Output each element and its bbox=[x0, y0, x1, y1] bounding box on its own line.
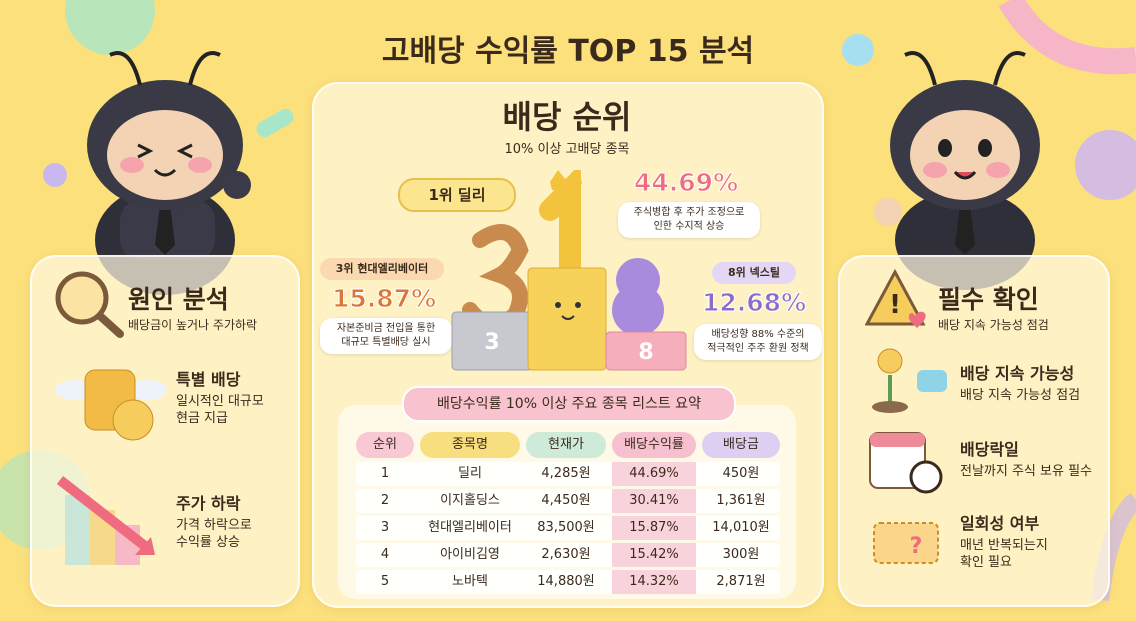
note-line: 주식병합 후 주가 조정으로 bbox=[633, 207, 745, 218]
calendar-icon bbox=[869, 432, 943, 494]
table-row bbox=[356, 543, 780, 567]
table-cell: 15.87% bbox=[612, 516, 696, 540]
table-row bbox=[356, 489, 780, 513]
table-header: 순위 bbox=[356, 432, 414, 458]
table-cell: 4,450원 bbox=[541, 493, 591, 508]
table-row bbox=[356, 516, 780, 540]
podium-number: 8 bbox=[638, 340, 654, 365]
table-header: 배당수익률 bbox=[612, 432, 696, 458]
table-cell: 1,361원 bbox=[716, 493, 766, 508]
table-cell: 5 bbox=[380, 574, 390, 589]
item-title: 일회성 여부 bbox=[960, 514, 1040, 533]
table-cell: 2,630원 bbox=[541, 547, 591, 562]
table-cell: 노바텍 bbox=[452, 574, 488, 589]
page-title: 고배당 수익률 TOP 15 분석 bbox=[381, 34, 755, 69]
table-cell: 3 bbox=[380, 520, 390, 535]
item-text: 수익률 상승 bbox=[176, 535, 240, 550]
table-cell: 딜리 bbox=[458, 466, 482, 481]
podium bbox=[451, 170, 687, 371]
rank-label: 8위 넥스틸 bbox=[712, 262, 796, 284]
section-heading: 배당 순위 bbox=[502, 98, 632, 136]
chart-down-icon bbox=[56, 476, 155, 565]
note-line: 배당성향 88% 수준의 bbox=[711, 329, 805, 340]
rank-label: 1위 딜리 bbox=[398, 178, 516, 212]
table-header: 배당금 bbox=[702, 432, 780, 458]
table-cell: 14.32% bbox=[612, 570, 696, 594]
ticket-icon: ? bbox=[873, 522, 939, 564]
item-text: 현금 지급 bbox=[176, 411, 228, 426]
table-cell: 4 bbox=[380, 547, 390, 562]
table-cell: 300원 bbox=[722, 547, 760, 562]
note-line: 자본준비금 전입을 통한 bbox=[336, 323, 436, 334]
table-cell: 14,010원 bbox=[712, 520, 770, 535]
panel-subtitle: 배당금이 높거나 주가하락 bbox=[128, 318, 258, 332]
table-header: 종목명 bbox=[420, 432, 520, 458]
table-cell: 44.69% bbox=[612, 462, 696, 486]
item-title: 배당 지속 가능성 bbox=[960, 364, 1075, 383]
warning-icon: ! bbox=[865, 268, 926, 328]
table-cell: 1 bbox=[380, 466, 390, 481]
svg-text:?: ? bbox=[910, 534, 923, 559]
table-row bbox=[356, 570, 780, 594]
table-cell: 15.42% bbox=[612, 543, 696, 567]
panel-heading: 필수 확인 bbox=[938, 285, 1039, 314]
panel-heading: 원인 분석 bbox=[128, 285, 229, 314]
item-title: 특별 배당 bbox=[176, 370, 241, 389]
table-cell: 450원 bbox=[722, 466, 760, 481]
podium-number: 3 bbox=[484, 330, 500, 355]
table-header: 현재가 bbox=[526, 432, 606, 458]
item-text: 가격 하락으로 bbox=[176, 518, 252, 533]
item-text: 매년 반복되는지 bbox=[960, 538, 1048, 553]
item-title: 주가 하락 bbox=[176, 494, 241, 513]
table-cell: 현대엘리베이터 bbox=[428, 520, 512, 535]
panel-subtitle: 배당 지속 가능성 점검 bbox=[938, 318, 1049, 332]
table-cell: 14,880원 bbox=[537, 574, 595, 589]
table-cell: 4,285원 bbox=[541, 466, 591, 481]
table-cell: 83,500원 bbox=[537, 520, 595, 535]
item-title: 배당락일 bbox=[960, 440, 1019, 459]
section-subtitle: 10% 이상 고배당 종목 bbox=[504, 142, 630, 157]
table-cell: 2 bbox=[380, 493, 390, 508]
item-text: 배당 지속 가능성 점검 bbox=[960, 388, 1081, 403]
note-line: 인한 수지적 상승 bbox=[653, 221, 725, 232]
table-cell: 2,871원 bbox=[716, 574, 766, 589]
magnifier-icon bbox=[55, 271, 124, 338]
rank-yield: 15.87% bbox=[331, 284, 437, 314]
note-line: 적극적인 주주 환원 정책 bbox=[707, 343, 809, 354]
note-line: 대규모 특별배당 실시 bbox=[341, 337, 431, 348]
rank-yield: 12.68% bbox=[701, 288, 807, 318]
plant-icon bbox=[872, 348, 947, 413]
item-text: 확인 필요 bbox=[960, 555, 1012, 570]
rank-yield: 44.69% bbox=[633, 168, 739, 198]
svg-text:!: ! bbox=[889, 290, 901, 320]
item-text: 전날까지 주식 보유 필수 bbox=[960, 464, 1092, 479]
table-title: 배당수익률 10% 이상 주요 종목 리스트 요약 bbox=[402, 386, 736, 422]
coins-icon bbox=[55, 369, 165, 441]
table-cell: 이지홀딩스 bbox=[440, 493, 500, 508]
rank-label: 3위 현대엘리베이터 bbox=[320, 258, 444, 280]
table-row bbox=[356, 462, 780, 486]
table-cell: 30.41% bbox=[612, 489, 696, 513]
item-text: 일시적인 대규모 bbox=[176, 394, 264, 409]
table-cell: 아이비김영 bbox=[440, 547, 500, 562]
